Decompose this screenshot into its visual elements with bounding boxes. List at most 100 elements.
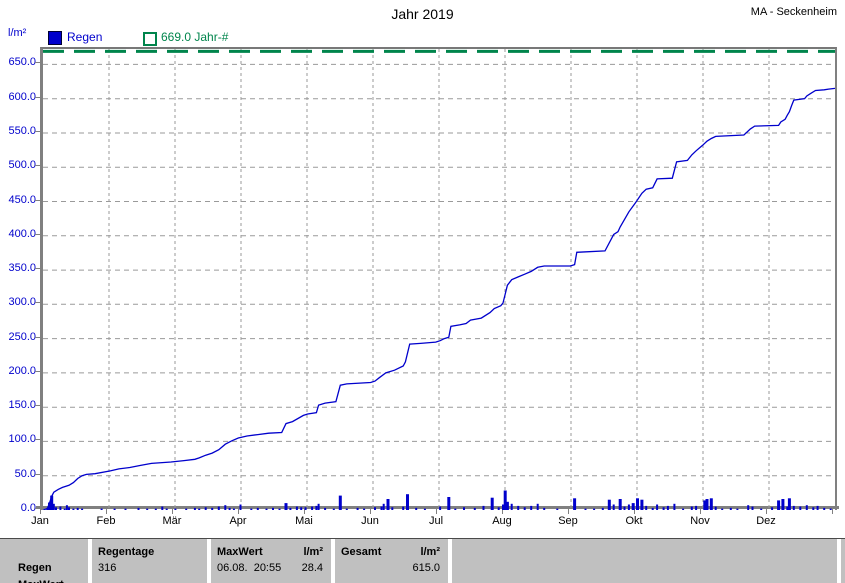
rain-bar xyxy=(721,508,724,510)
x-axis-month-label: Aug xyxy=(492,515,512,527)
rain-bar xyxy=(503,490,507,510)
rain-bar xyxy=(332,508,335,510)
x-axis-month-label: Sep xyxy=(558,515,578,527)
y-axis-tick xyxy=(35,337,40,338)
summary-cell-edge xyxy=(841,539,845,583)
rain-bar xyxy=(666,505,669,510)
regentage-header: Regentage xyxy=(98,546,155,558)
x-axis-month-label: Jul xyxy=(428,515,444,527)
rain-bar xyxy=(736,508,739,510)
rain-bar xyxy=(781,499,785,510)
y-axis-unit-label: l/m² xyxy=(8,27,27,39)
rain-bar xyxy=(645,505,648,510)
rain-bar xyxy=(76,507,79,510)
rain-bar xyxy=(812,507,815,510)
x-axis-month-label: Mär xyxy=(162,515,182,527)
rain-bar xyxy=(256,507,259,510)
y-axis-tick-label: 350.0 xyxy=(8,262,36,274)
rain-bar xyxy=(505,501,509,510)
y-axis-tick xyxy=(35,200,40,201)
y-axis-tick xyxy=(35,439,40,440)
rain-bar xyxy=(204,507,207,510)
rain-bar xyxy=(805,505,808,510)
rain-bar xyxy=(714,506,717,510)
station-label: MA - Seckenheim xyxy=(750,6,837,18)
rain-bar xyxy=(490,497,494,510)
rain-bar xyxy=(618,499,622,510)
rain-bar xyxy=(217,506,220,510)
x-axis-tick xyxy=(172,509,173,514)
y-axis-tick-label: 600.0 xyxy=(8,91,36,103)
y-axis-tick-label: 50.0 xyxy=(14,468,36,480)
x-axis-tick xyxy=(502,509,503,514)
y-axis-tick-label: 400.0 xyxy=(8,228,36,240)
regentage-value: 316 xyxy=(98,562,117,574)
rain-bar xyxy=(690,506,693,510)
rain-bar xyxy=(760,508,763,510)
rain-bar xyxy=(607,499,611,510)
rain-bar xyxy=(193,507,196,510)
x-axis-month-label: Nov xyxy=(690,515,710,527)
rain-bar xyxy=(636,498,639,510)
x-axis-month-label: Apr xyxy=(229,515,247,527)
rain-bar xyxy=(662,507,665,510)
x-axis-month-label: Dez xyxy=(756,515,776,527)
rain-bar xyxy=(59,506,62,510)
legend-year-swatch-icon xyxy=(143,32,157,46)
summary-row-label-regen: Regen xyxy=(18,562,52,574)
x-axis-month-label: Jun xyxy=(361,515,379,527)
rain-bar xyxy=(673,503,676,510)
cumulative-rain-line xyxy=(43,87,835,510)
rain-bar xyxy=(81,508,84,510)
rain-bar xyxy=(317,503,320,510)
rain-bar xyxy=(52,503,55,510)
rain-bar xyxy=(239,504,242,510)
rain-bar xyxy=(627,504,630,510)
rain-bar xyxy=(185,508,188,510)
rain-bar xyxy=(510,503,513,510)
rain-bar xyxy=(113,508,116,510)
rain-bar xyxy=(502,504,504,510)
y-axis-tick xyxy=(35,62,40,63)
rain-bar xyxy=(556,508,559,510)
rain-bar xyxy=(228,507,231,510)
rain-bar xyxy=(747,505,750,510)
rain-bar xyxy=(374,507,376,510)
rain-bar xyxy=(771,507,774,510)
x-axis-tick xyxy=(370,509,371,514)
rain-bar xyxy=(315,505,318,510)
rain-bar xyxy=(311,506,314,510)
rain-bar xyxy=(593,508,596,510)
y-axis-tick-label: 0.0 xyxy=(20,502,36,514)
legend-regen-label: Regen xyxy=(67,30,103,44)
rain-bar xyxy=(482,505,485,510)
rain-bar xyxy=(356,507,359,510)
y-axis-tick-label: 500.0 xyxy=(8,159,36,171)
rain-bar xyxy=(198,508,201,510)
rain-bar xyxy=(55,507,57,510)
rain-bar xyxy=(695,505,698,510)
rain-bar xyxy=(402,506,405,510)
x-axis-month-label: Okt xyxy=(625,515,643,527)
rain-bar xyxy=(174,508,177,510)
x-axis-tick xyxy=(436,509,437,514)
rain-bar xyxy=(250,508,253,510)
rain-bar xyxy=(72,508,75,510)
rain-bar xyxy=(63,508,66,510)
gesamt-header: Gesamt xyxy=(341,546,382,558)
rain-bar xyxy=(65,505,68,510)
page-title: Jahr 2019 xyxy=(391,6,454,22)
legend-regen-swatch-icon xyxy=(48,31,62,45)
rain-bar xyxy=(386,499,390,510)
rain-bar xyxy=(265,508,268,510)
rain-bar xyxy=(651,507,654,510)
rain-bar xyxy=(100,508,103,510)
y-axis-tick-label: 250.0 xyxy=(8,331,36,343)
rain-bar xyxy=(338,495,342,510)
x-axis-month-label: Feb xyxy=(96,515,116,527)
rain-bar xyxy=(165,508,168,510)
rain-bar xyxy=(406,494,409,510)
summary-row-label-maxwert: MaxWert xyxy=(18,579,64,583)
rain-bar xyxy=(447,497,451,510)
rain-bar xyxy=(792,505,795,510)
